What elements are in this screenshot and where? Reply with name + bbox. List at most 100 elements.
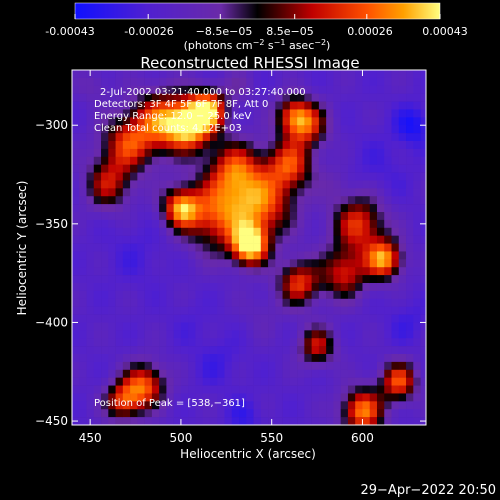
heatmap-cell — [239, 290, 247, 300]
heatmap-cell — [137, 141, 145, 150]
heatmap-cell — [246, 125, 254, 134]
heatmap-cell — [326, 196, 334, 205]
heatmap-cell — [195, 219, 204, 229]
heatmap-cell — [151, 172, 160, 181]
heatmap-cell — [369, 409, 378, 418]
heatmap-cell — [180, 188, 189, 197]
heatmap-cell — [297, 156, 305, 165]
heatmap-cell — [260, 417, 269, 425]
heatmap-cell — [268, 133, 276, 142]
heatmap-cell — [304, 409, 312, 418]
heatmap-cell — [115, 385, 124, 394]
heatmap-cell — [406, 70, 414, 79]
heatmap-cell — [275, 204, 283, 213]
heatmap-cell — [101, 275, 109, 284]
heatmap-cell — [239, 346, 247, 355]
heatmap-cell — [282, 377, 291, 386]
heatmap-cell — [151, 70, 160, 79]
heatmap-cell — [151, 275, 160, 284]
heatmap-cell — [406, 212, 414, 221]
heatmap-cell — [289, 330, 298, 339]
heatmap-cell — [239, 369, 247, 378]
heatmap-cell — [253, 235, 262, 244]
heatmap-cell — [166, 354, 174, 363]
footer-timestamp: 29−Apr−2022 20:50 — [361, 483, 497, 498]
heatmap-cell — [224, 164, 233, 173]
heatmap-cell — [362, 251, 371, 260]
heatmap-cell — [246, 354, 254, 363]
heatmap-cell — [304, 196, 312, 205]
heatmap-cell — [188, 227, 196, 236]
heatmap-cell — [318, 141, 327, 150]
heatmap-cell — [231, 361, 240, 371]
heatmap-cell — [413, 393, 421, 402]
axis-ticks: 450 500 550 600−300−350−400−450 — [35, 70, 426, 445]
heatmap-cell — [268, 385, 276, 394]
heatmap-cell — [413, 361, 421, 371]
heatmap-cell — [137, 393, 145, 402]
heatmap-cell — [130, 164, 138, 173]
heatmap-cell — [420, 330, 426, 339]
heatmap-cell — [188, 93, 196, 102]
heatmap-cell — [130, 196, 138, 205]
heatmap-cell — [202, 109, 211, 118]
heatmap-cell — [289, 417, 298, 425]
heatmap-cell — [159, 117, 167, 126]
heatmap-cell — [180, 314, 189, 323]
heatmap-cell — [130, 290, 138, 300]
heatmap-cell — [420, 188, 426, 197]
heatmap-cell — [347, 251, 356, 260]
heatmap-cell — [362, 156, 371, 165]
heatmap-cell — [180, 417, 189, 425]
heatmap-cell — [231, 77, 240, 87]
heatmap-cell — [398, 385, 407, 394]
heatmap-cell — [224, 401, 233, 410]
heatmap-cell — [362, 330, 371, 339]
heatmap-cell — [376, 385, 385, 394]
heatmap-cell — [166, 196, 174, 205]
heatmap-cell — [159, 314, 167, 323]
heatmap-cell — [318, 251, 327, 260]
heatmap-cell — [347, 385, 356, 394]
heatmap-cell — [384, 148, 392, 158]
heatmap-cell — [260, 70, 269, 79]
heatmap-cell — [224, 212, 233, 221]
heatmap-cell — [72, 243, 80, 252]
heatmap-cell — [406, 148, 414, 158]
heatmap-cell — [101, 164, 109, 173]
heatmap-cell — [72, 156, 80, 165]
heatmap-cell — [151, 188, 160, 197]
heatmap-cell — [224, 251, 233, 260]
heatmap-cell — [297, 141, 305, 150]
heatmap-cell — [268, 212, 276, 221]
heatmap-cell — [289, 393, 298, 402]
heatmap-cell — [239, 180, 247, 189]
heatmap-cell — [311, 330, 320, 339]
heatmap-cell — [108, 267, 116, 276]
heatmap-cell — [268, 148, 276, 158]
heatmap-cell — [420, 298, 426, 307]
heatmap-cell — [326, 322, 334, 331]
heatmap-cell — [217, 85, 225, 94]
heatmap-cell — [340, 377, 349, 386]
heatmap-cell — [209, 243, 218, 252]
heatmap-cell — [275, 283, 283, 292]
heatmap-cell — [347, 330, 356, 339]
heatmap-cell — [406, 243, 414, 252]
heatmap-cell — [202, 70, 211, 79]
heatmap-cell — [72, 393, 80, 402]
heatmap-cell — [376, 275, 385, 284]
heatmap-cell — [304, 133, 312, 142]
heatmap-cell — [151, 338, 160, 347]
heatmap-cell — [347, 283, 356, 292]
heatmap-cell — [275, 346, 283, 355]
heatmap-cell — [326, 148, 334, 158]
heatmap-cell — [297, 172, 305, 181]
heatmap-cell — [355, 401, 363, 410]
heatmap-cell — [297, 401, 305, 410]
heatmap-cell — [420, 267, 426, 276]
heatmap-cell — [311, 283, 320, 292]
heatmap-cell — [246, 164, 254, 173]
heatmap-cell — [289, 196, 298, 205]
heatmap-cell — [282, 180, 291, 189]
